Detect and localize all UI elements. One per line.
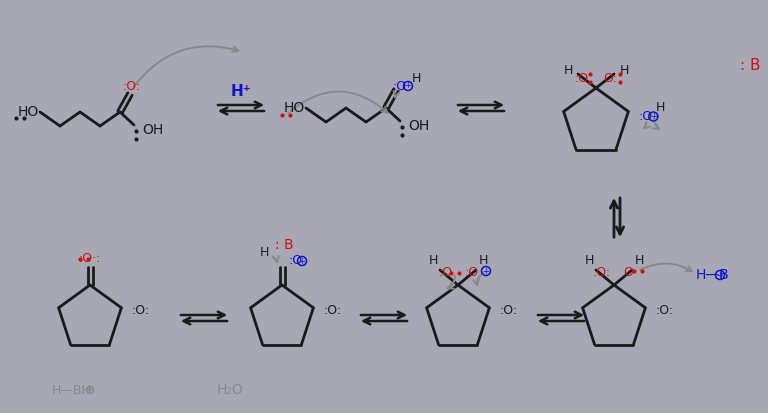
Text: :O: :O	[288, 254, 302, 268]
Text: :O: :O	[638, 110, 653, 123]
Text: :O·:: :O·:	[79, 252, 101, 266]
Text: H: H	[619, 64, 629, 76]
Text: :O:: :O:	[323, 304, 342, 317]
Text: +: +	[650, 112, 657, 121]
Text: H—BH: H—BH	[52, 384, 92, 396]
Text: HO: HO	[284, 101, 305, 115]
Text: :O: :O	[439, 266, 453, 280]
Text: :O:: :O:	[593, 266, 611, 280]
Text: O:: O:	[603, 71, 617, 85]
Text: : B: : B	[275, 238, 293, 252]
Text: :O:: :O:	[655, 304, 674, 317]
Text: +: +	[405, 81, 412, 90]
Text: H—B: H—B	[696, 268, 730, 282]
Text: HO: HO	[18, 105, 39, 119]
Text: H: H	[634, 254, 644, 268]
Text: H: H	[478, 254, 488, 268]
Text: H: H	[584, 254, 594, 268]
Text: H: H	[260, 247, 269, 259]
Text: OH: OH	[408, 119, 429, 133]
Text: H: H	[429, 254, 438, 268]
Text: H: H	[563, 64, 573, 76]
Text: H: H	[412, 71, 421, 85]
Text: OH: OH	[142, 123, 164, 137]
Text: :O: :O	[465, 266, 479, 280]
Text: +: +	[482, 266, 489, 275]
Text: +: +	[299, 256, 306, 266]
Text: O: O	[623, 266, 633, 280]
Text: +: +	[717, 271, 723, 280]
Text: H: H	[656, 101, 665, 114]
Text: :O: :O	[575, 71, 589, 85]
Text: +: +	[87, 385, 94, 394]
Text: :O:: :O:	[131, 304, 150, 317]
Text: H₂O: H₂O	[217, 383, 243, 397]
Text: :O: :O	[392, 79, 406, 93]
Text: :O:: :O:	[123, 81, 141, 93]
Text: H⁺: H⁺	[230, 85, 251, 100]
Text: : B: : B	[740, 57, 760, 73]
Text: :O:: :O:	[499, 304, 518, 317]
